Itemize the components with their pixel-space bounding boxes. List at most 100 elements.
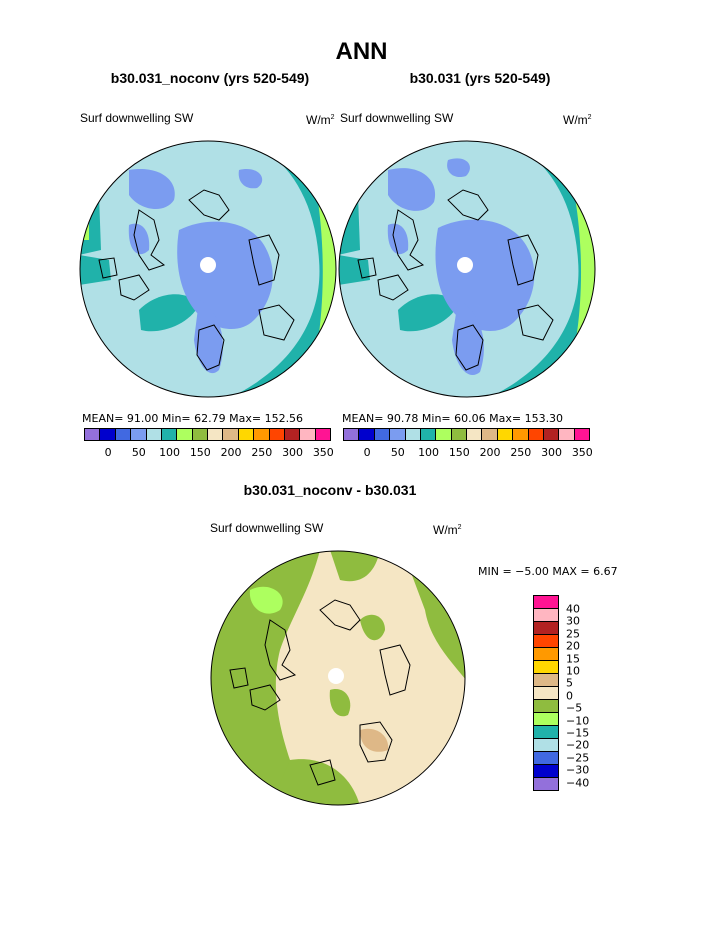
right-colorbar-ticks: 0 50 100 150 200 250 300 350 xyxy=(344,446,593,460)
right-panel-subtitle: b30.031 (yrs 520-549) xyxy=(409,70,551,86)
diff-colorbar-tick-label: −10 xyxy=(566,714,590,728)
diff-colorbar-tick-label: −25 xyxy=(566,751,590,765)
right-colorbar-swatch xyxy=(404,428,421,441)
right-units-label: W/m2 xyxy=(563,113,592,127)
right-colorbar-swatch xyxy=(419,428,437,441)
diff-panel-subtitle: b30.031_noconv - b30.031 xyxy=(243,482,417,498)
right-colorbar-tick-label: 100 xyxy=(418,446,440,459)
left-colorbar-swatch xyxy=(299,428,316,441)
diff-colorbar-swatch xyxy=(533,673,559,687)
diff-colorbar-swatch xyxy=(533,725,559,739)
diff-colorbar-ticks: 40 30 25 20 15 10 5 0 −5 −10 −15 −20 −25 −30 −40 xyxy=(566,596,606,796)
left-colorbar xyxy=(84,428,331,441)
diff-colorbar-tick-label: 25 xyxy=(566,627,580,641)
right-colorbar-swatch xyxy=(466,428,483,441)
left-hudson-teal xyxy=(139,294,199,332)
right-colorbar-swatch xyxy=(512,428,529,441)
left-map-boundary xyxy=(79,140,337,398)
diff-colorbar-tick-label: −15 xyxy=(566,726,590,740)
right-colorbar-swatch xyxy=(389,428,406,441)
left-colorbar-swatch xyxy=(314,428,331,441)
diff-tan-patch xyxy=(360,728,389,752)
right-colorbar-tick-label: 0 xyxy=(363,446,371,459)
diff-colorbar-tick-label: −40 xyxy=(566,776,590,790)
diff-colorbar-tick-label: 20 xyxy=(566,639,580,653)
diff-green-west xyxy=(211,551,320,805)
right-colorbar-tick-label: 200 xyxy=(479,446,501,459)
right-hudson-teal xyxy=(398,294,458,332)
left-colorbar-swatch xyxy=(130,428,147,441)
left-stats: MEAN= 91.00 Min= 62.79 Max= 152.56 xyxy=(82,412,304,425)
left-colorbar-swatch xyxy=(222,428,239,441)
left-colorbar-ticks: 0 50 100 150 200 250 300 350 xyxy=(85,446,334,460)
diff-colorbar-swatch xyxy=(533,647,559,661)
left-polar-map xyxy=(79,140,337,398)
diff-colorbar-tick-label: −30 xyxy=(566,763,590,777)
left-colorbar-swatch xyxy=(283,428,301,441)
left-colorbar-swatch xyxy=(145,428,162,441)
diff-green-patch-b xyxy=(329,689,351,717)
diff-colorbar-swatch xyxy=(533,686,559,700)
diff-green-patch-a xyxy=(360,614,385,641)
diff-colorbar-swatch xyxy=(533,764,559,778)
right-colorbar-tick-label: 250 xyxy=(510,446,532,459)
diff-colorbar-tick-label: 0 xyxy=(566,689,573,703)
left-colorbar-swatch xyxy=(237,428,255,441)
diff-colorbar-tick-label: 10 xyxy=(566,664,580,678)
diff-variable-label: Surf downwelling SW xyxy=(210,521,324,535)
right-polar-map xyxy=(338,140,596,398)
left-colorbar-swatch xyxy=(114,428,132,441)
diff-stats: MIN = −5.00 MAX = 6.67 xyxy=(478,565,618,578)
diff-colorbar-swatch xyxy=(533,595,559,609)
right-blue-patch-north xyxy=(388,168,436,211)
left-teal-band xyxy=(229,141,336,397)
diff-colorbar-swatch xyxy=(533,660,559,674)
left-colorbar-tick-label: 50 xyxy=(131,446,146,459)
diff-colorbar-swatch xyxy=(533,751,559,765)
right-colorbar-swatch xyxy=(450,428,467,441)
diff-colorbar-tick-label: −5 xyxy=(566,701,583,715)
diff-colorbar-swatch xyxy=(533,777,559,791)
diff-colorbar-swatch xyxy=(533,699,559,713)
diff-colorbar-swatch xyxy=(533,738,559,752)
diff-pole-hole xyxy=(328,668,344,684)
diff-colorbar-tick-label: 5 xyxy=(566,676,573,690)
left-colorbar-swatch xyxy=(160,428,178,441)
right-pole-hole xyxy=(457,257,473,273)
diff-coastlines xyxy=(229,599,411,786)
right-colorbar-tick-label: 350 xyxy=(571,446,593,459)
right-colorbar-swatch xyxy=(358,428,375,441)
diff-lightgreen-patch xyxy=(249,586,283,614)
right-colorbar-swatch xyxy=(481,428,498,441)
diff-map-boundary xyxy=(210,550,466,806)
left-coastlines xyxy=(98,189,295,371)
right-colorbar-tick-label: 150 xyxy=(448,446,470,459)
left-pole-hole xyxy=(200,257,216,273)
left-variable-label: Surf downwelling SW xyxy=(80,111,194,125)
diff-colorbar-tick-label: 30 xyxy=(566,614,580,628)
right-stats: MEAN= 90.78 Min= 60.06 Max= 153.30 xyxy=(342,412,564,425)
right-colorbar-tick-label: 50 xyxy=(390,446,405,459)
left-blue-patch-north xyxy=(129,169,175,210)
left-blue-patch-south xyxy=(194,300,223,374)
left-colorbar-tick-label: 150 xyxy=(189,446,211,459)
left-panel-subtitle: b30.031_noconv (yrs 520-549) xyxy=(110,70,310,86)
right-teal-band xyxy=(488,141,595,397)
left-blue-patch-ne xyxy=(238,169,263,189)
right-colorbar xyxy=(343,428,590,441)
diff-colorbar-tick-label: 15 xyxy=(566,652,580,666)
left-colorbar-tick-label: 300 xyxy=(282,446,304,459)
right-colorbar-swatch xyxy=(558,428,575,441)
diff-colorbar-swatch xyxy=(533,712,559,726)
left-colorbar-swatch xyxy=(99,428,116,441)
right-colorbar-swatch xyxy=(496,428,514,441)
left-colorbar-swatch xyxy=(84,428,101,441)
diff-units-label: W/m2 xyxy=(433,523,462,537)
right-colorbar-swatch xyxy=(573,428,590,441)
right-colorbar-swatch xyxy=(343,428,360,441)
diff-colorbar xyxy=(533,595,559,791)
diff-green-south xyxy=(270,759,360,805)
right-variable-label: Surf downwelling SW xyxy=(340,111,454,125)
left-colorbar-swatch xyxy=(207,428,224,441)
left-units-label: W/m2 xyxy=(306,113,335,127)
